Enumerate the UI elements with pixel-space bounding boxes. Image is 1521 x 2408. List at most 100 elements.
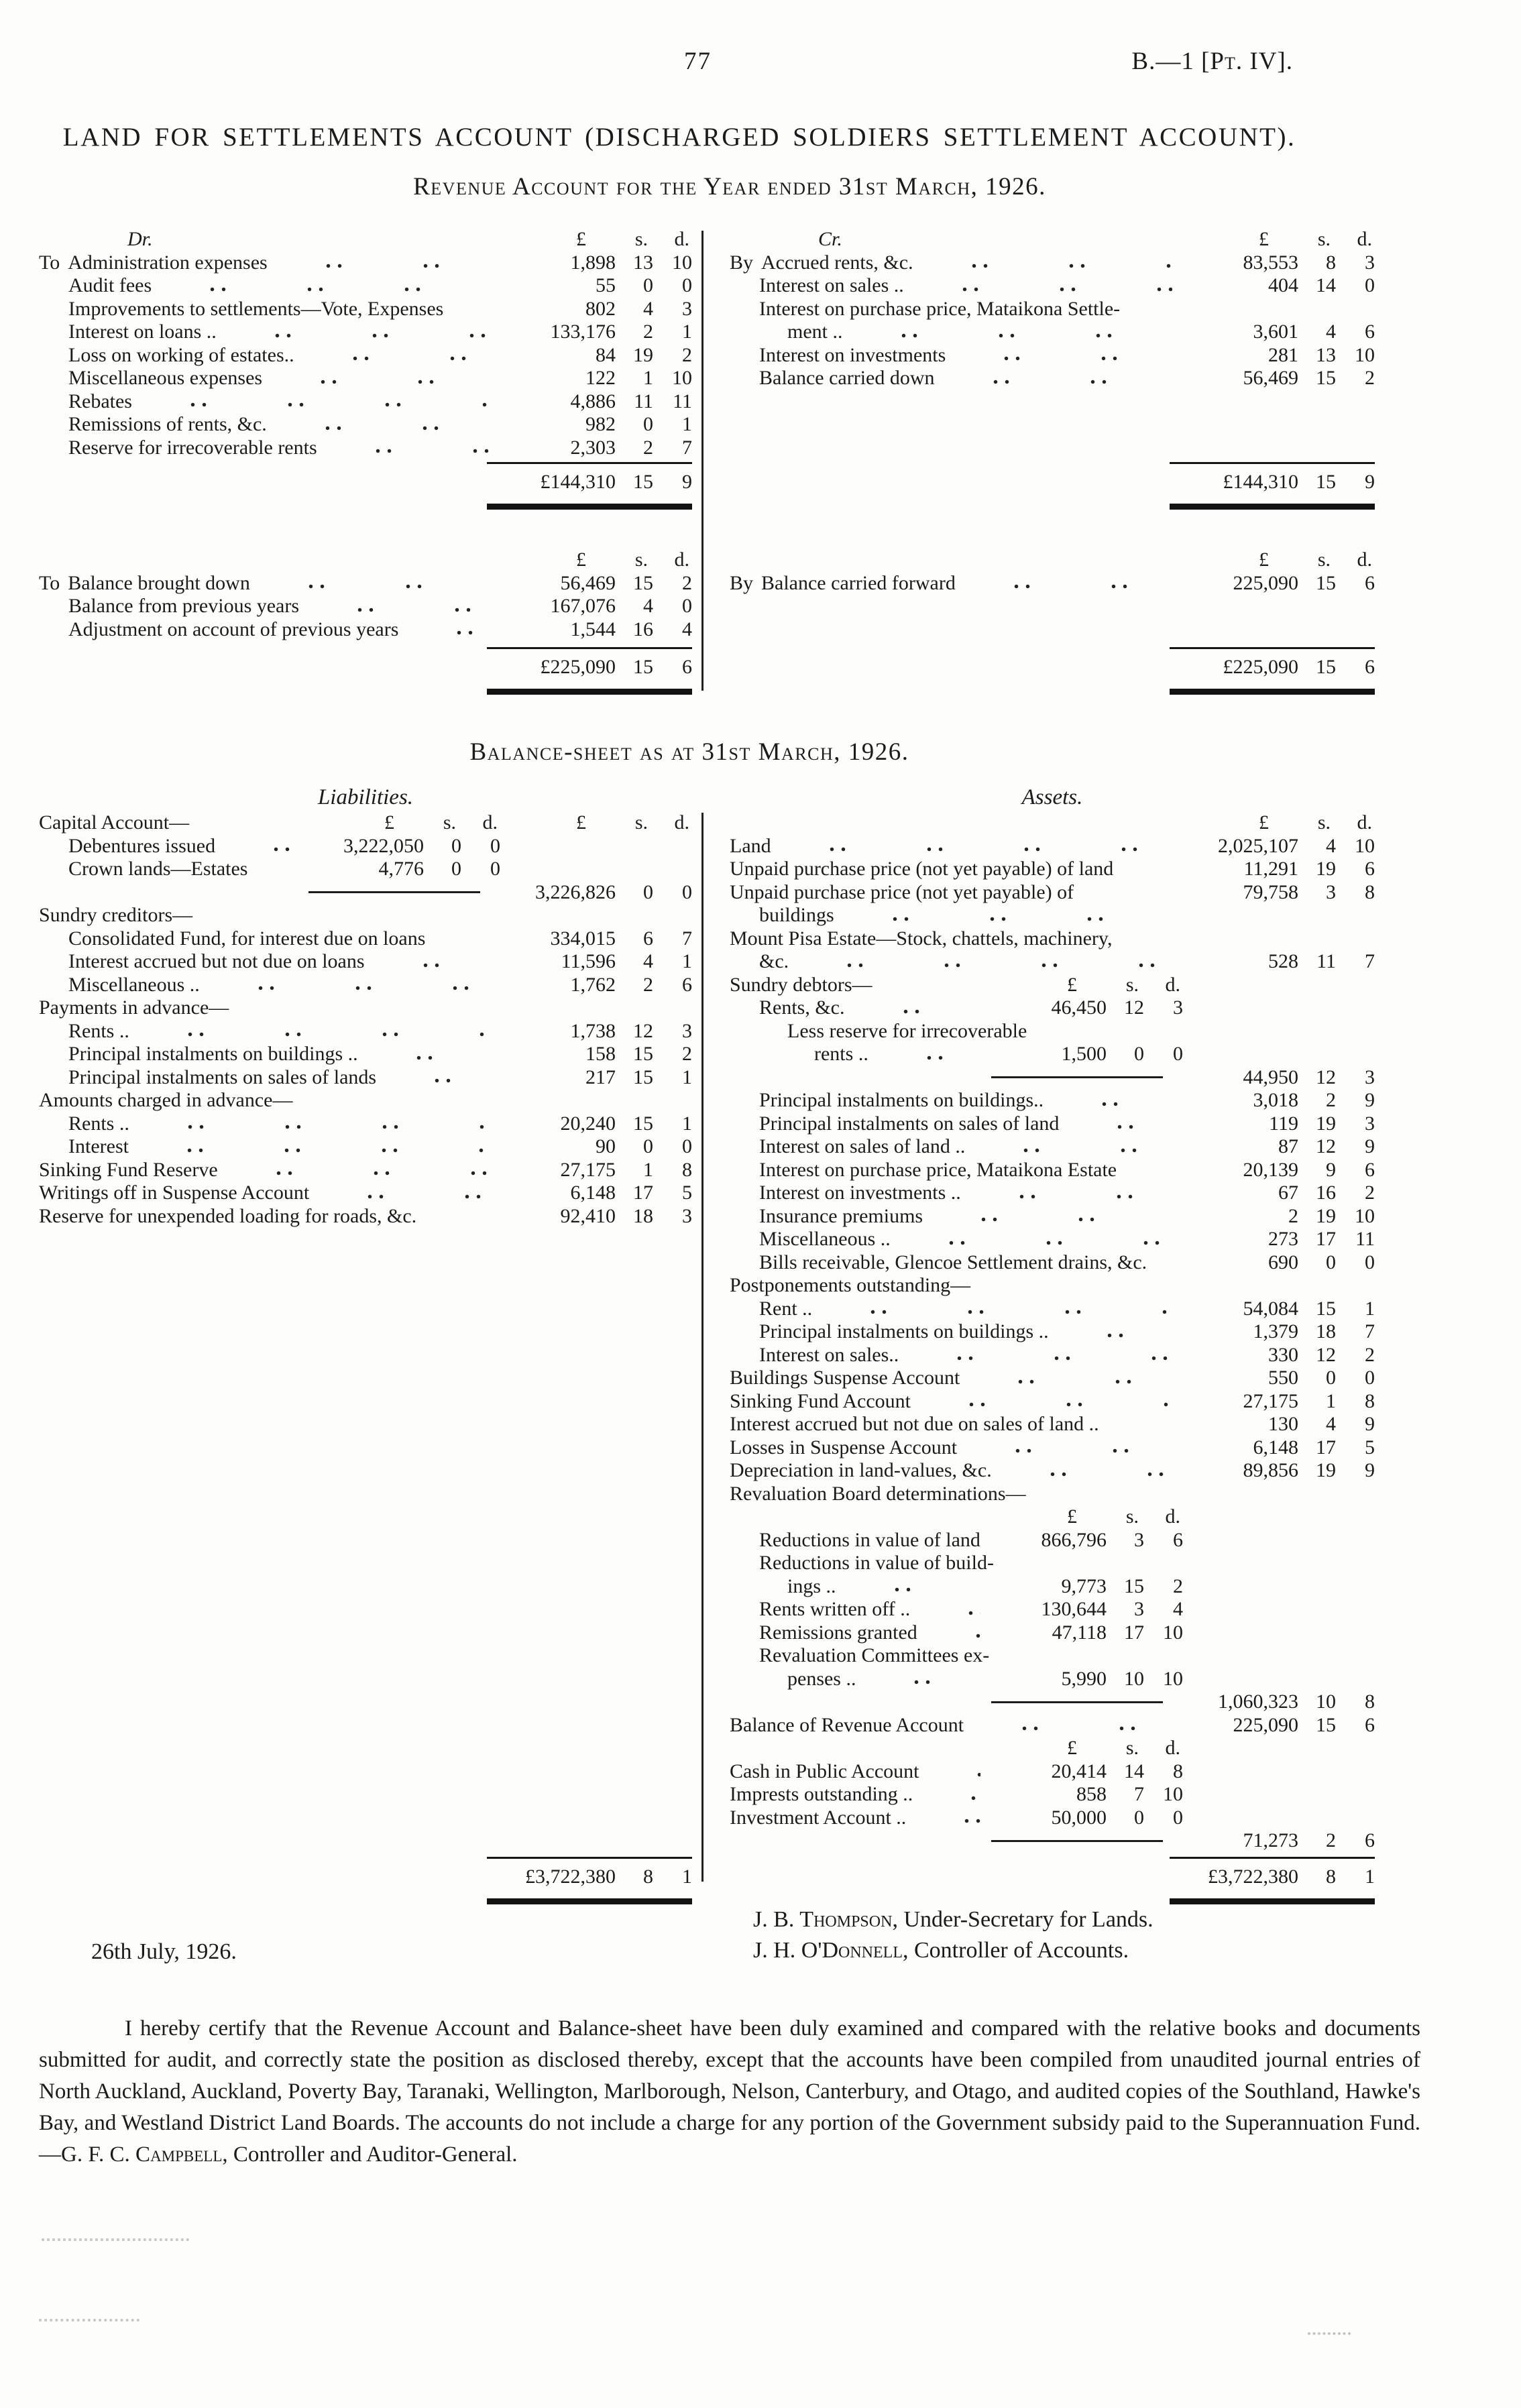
- double-rule: [487, 504, 692, 510]
- group-heading: Payments in advance—: [39, 996, 229, 1019]
- ledger-row: Reductions in value of land 866,796 3 6: [759, 1528, 1183, 1551]
- cr-total-block: £144,310 15 9: [730, 462, 1375, 510]
- ledger-row: Rent .. 54,084 15 1: [759, 1297, 1375, 1320]
- ledger-row: Interest on sales .. 404 14 0: [759, 274, 1375, 296]
- ledger-row: ings .. 9,773 15 2: [787, 1574, 1183, 1597]
- ledger-row: Sinking Fund Account 27,175 1 8: [730, 1389, 1375, 1412]
- ledger-row: ment .. 3,601 4 6: [787, 321, 1375, 343]
- balance-sheet-heading: Balance-sheet as at 31st March, 1926.: [469, 738, 909, 766]
- ledger-row: Miscellaneous .. 273 17 11: [759, 1228, 1375, 1250]
- ledger-row: Balance of Revenue Account 225,090 15 6: [730, 1713, 1375, 1736]
- revenue-cr-column: Cr. £ s. d. By Accrued rents, &c. 83,553 8 3 Inte…: [701, 228, 1420, 510]
- ledger-row: Audit fees 55 0 0: [68, 274, 692, 296]
- column-headers: Capital Account— £ s. d. £ s. d.: [39, 811, 689, 834]
- ledger-row: Adjustment on account of previous years 1…: [68, 618, 692, 640]
- signature-under-secretary: J. B. Thompson, Under-Secretary for Land…: [753, 1907, 1153, 1932]
- assets-column: Assets. £ s. d. Land 2,025,107 4 10 Unpaid purc…: [701, 783, 1420, 1904]
- total-rule: [487, 1857, 692, 1859]
- ledger-row: Crown lands—Estates 4,776 0 0: [68, 858, 500, 880]
- ledger-row: Principal instalments on sales of land 11…: [759, 1112, 1375, 1135]
- ledger-row: &c. 528 11 7: [759, 950, 1375, 972]
- signature-controller-accounts: J. H. O'Donnell, Controller of Accounts.: [753, 1938, 1129, 1963]
- ledger-row: Bills receivable, Glencoe Settlement dra…: [759, 1251, 1375, 1273]
- subtotal-row: 3,226,826 0 0: [39, 881, 692, 905]
- ledger-row: Less reserve for irrecoverable: [787, 1019, 1027, 1042]
- ledger-row: Interest on sales.. 330 12 2: [759, 1343, 1375, 1366]
- total-rule: [487, 647, 692, 649]
- double-rule: [487, 689, 692, 695]
- group-heading: Amounts charged in advance—: [39, 1089, 293, 1111]
- double-rule: [1170, 689, 1375, 695]
- ledger-row: Unpaid purchase price (not yet payable) …: [730, 858, 1375, 880]
- ledger-row: Rents written off .. 130,644 3 4: [759, 1598, 1183, 1620]
- ledger-row: Interest accrued but not due on loans 11,…: [68, 950, 692, 972]
- ledger-row: Unpaid purchase price (not yet payable) …: [730, 880, 1375, 903]
- ledger-row: To Administration expenses 1,898 13 10: [39, 251, 692, 274]
- total-rule: [1170, 1857, 1375, 1859]
- revenue-account-heading: Revenue Account for the Year ended 31st …: [413, 173, 1046, 200]
- ledger-row: Writings off in Suspense Account 6,148 17 5: [39, 1182, 692, 1204]
- ledger-row: Interest on investments .. 67 16 2: [759, 1182, 1375, 1204]
- double-rule: [487, 1898, 692, 1904]
- liabilities-column: Liabilities. Capital Account— £ s. d. £ s. d. D…: [39, 783, 701, 1904]
- balance-dr-column: £ s. d. To Balance brought down 56,469 15 2 Bala…: [39, 549, 701, 695]
- total-row: £3,722,380 8 1: [1208, 1866, 1375, 1888]
- column-headers: £ s. d.: [1259, 811, 1372, 834]
- group-heading: Sundry creditors—: [39, 904, 193, 926]
- subtotal-row: 71,273 2 6: [730, 1829, 1375, 1853]
- ledger-row: Improvements to settlements—Vote, Expens…: [68, 297, 692, 320]
- revenue-dr-column: Dr. £ s. d. To Administration expenses 1,898 13…: [39, 228, 701, 510]
- ledger-row: Balance from previous years 167,076 4 0: [68, 595, 692, 617]
- revenue-section-balance: £ s. d. To Balance brought down 56,469 15 2 Bala…: [39, 549, 1420, 695]
- ledger-row: Miscellaneous .. 1,762 2 6: [68, 973, 692, 996]
- subtotal-row: 44,950 12 3: [730, 1066, 1375, 1090]
- column-headers: Cr. £ s. d.: [818, 228, 1372, 250]
- page-number: 77: [684, 48, 712, 75]
- total-row: £225,090 15 6: [1223, 656, 1375, 678]
- dr-total-block: £225,090 15 6: [39, 647, 692, 695]
- ledger-row: Interest on sales of land .. 87 12 9: [759, 1135, 1375, 1157]
- ledger-row: Depreciation in land-values, &c. 89,856 19…: [730, 1459, 1375, 1481]
- double-rule: [1170, 504, 1375, 510]
- total-row: £144,310 15 9: [540, 471, 693, 493]
- signature-date: 26th July, 1926.: [91, 1939, 237, 1964]
- scan-artifact: [42, 2238, 189, 2241]
- ledger-row: Losses in Suspense Account 6,148 17 5: [730, 1436, 1375, 1458]
- revenue-account: Dr. £ s. d. To Administration expenses 1,898 13…: [39, 228, 1420, 695]
- subtotal-row: 1,060,323 10 8: [730, 1690, 1375, 1714]
- ledger-row: Sinking Fund Reserve 27,175 1 8: [39, 1158, 692, 1181]
- balance-cr-column: £ s. d. By Balance carried forward 225,090 15 6…: [701, 549, 1420, 695]
- ledger-row: Rents, &c. 46,450 12 3: [759, 996, 1183, 1019]
- ledger-row: Interest accrued but not due on sales of…: [730, 1413, 1375, 1435]
- ledger-row: Reductions in value of build-: [759, 1552, 994, 1574]
- ledger-row: Balance carried down 56,469 15 2: [759, 367, 1375, 389]
- column-headers: Sundry debtors— £ s. d.: [730, 973, 1180, 996]
- ledger-row: Principal instalments on buildings .. 1,3…: [759, 1320, 1375, 1342]
- scan-artifact: [39, 2319, 139, 2321]
- signature-block: J. B. Thompson, Under-Secretary for Land…: [39, 1907, 1420, 1977]
- document-reference: B.—1 [Pt. IV].: [1131, 48, 1293, 75]
- ledger-row: Miscellaneous expenses 122 1 10: [68, 367, 692, 389]
- liabilities-title: Liabilities.: [317, 785, 414, 809]
- group-heading: Revaluation Board determinations—: [730, 1482, 1026, 1505]
- ledger-row: Cash in Public Account 20,414 14 8: [730, 1760, 1183, 1782]
- assets-total-block: £3,722,380 8 1: [730, 1857, 1375, 1904]
- ledger-row: Insurance premiums 2 19 10: [759, 1204, 1375, 1227]
- total-rule: [487, 462, 692, 464]
- dr-total-block: £144,310 15 9: [39, 462, 692, 510]
- ledger-row: By Balance carried forward 225,090 15 6: [730, 571, 1375, 594]
- ledger-row: Principal instalments on sales of lands 2…: [68, 1066, 692, 1088]
- column-headers: £ s. d.: [1259, 549, 1372, 571]
- ledger-row: Interest on purchase price, Mataikona Se…: [759, 297, 1121, 320]
- ledger-row: Interest on investments 281 13 10: [759, 343, 1375, 366]
- ledger-row: Debentures issued 3,222,050 0 0: [68, 834, 500, 857]
- ledger-row: Rents .. 20,240 15 1: [68, 1112, 692, 1135]
- ledger-row: Rents .. 1,738 12 3: [68, 1019, 692, 1042]
- audit-certification: I hereby certify that the Revenue Accoun…: [39, 2016, 1420, 2167]
- balance-sheet: Liabilities. Capital Account— £ s. d. £ s. d. D…: [39, 783, 1420, 1904]
- ledger-row: Principal instalments on buildings.. 3,01…: [759, 1089, 1375, 1111]
- ledger-row: Reserve for unexpended loading for roads…: [39, 1204, 692, 1227]
- ledger-row: Land 2,025,107 4 10: [730, 834, 1375, 857]
- ledger-row: rents .. 1,500 0 0: [814, 1043, 1183, 1065]
